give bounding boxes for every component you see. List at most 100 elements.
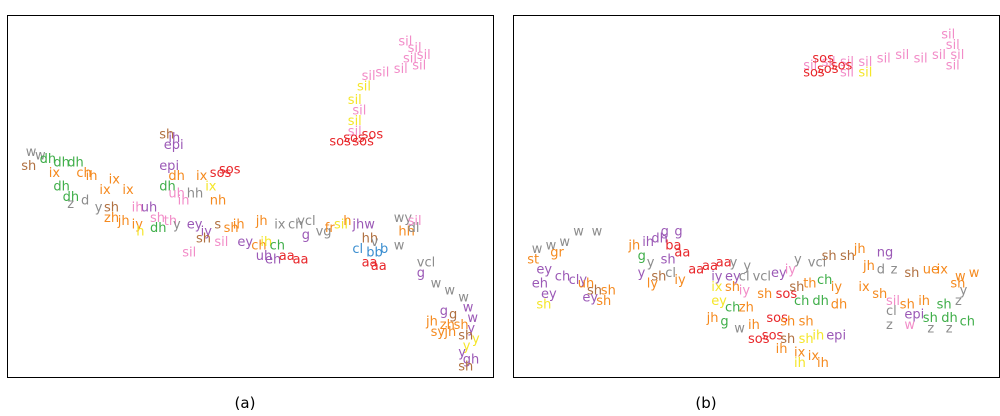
- point-label: ey: [541, 287, 557, 302]
- point-label: sos: [343, 131, 365, 146]
- point-label: z: [946, 322, 953, 337]
- point-label: sil: [914, 52, 928, 67]
- point-label: sil: [348, 124, 362, 139]
- point-label: eh: [532, 277, 548, 292]
- point-label: sh: [780, 315, 795, 330]
- point-label: sil: [803, 59, 817, 74]
- point-label: sil: [858, 55, 872, 70]
- point-label: zh: [440, 318, 455, 333]
- point-label: cl: [739, 270, 750, 285]
- point-label: y: [743, 259, 751, 274]
- point-label: d: [877, 263, 885, 278]
- point-label: ey: [536, 263, 552, 278]
- point-label: ix: [808, 349, 820, 364]
- point-label: aa: [362, 256, 378, 271]
- point-label: sh: [587, 283, 602, 298]
- point-label: ey: [237, 235, 253, 250]
- point-label: sos: [762, 328, 784, 343]
- point-label: zh: [739, 301, 754, 316]
- point-label: sil: [375, 65, 389, 80]
- point-label: sil: [886, 294, 900, 309]
- point-label: sh: [536, 297, 551, 312]
- point-label: sos: [352, 135, 374, 150]
- point-label: ch: [817, 273, 832, 288]
- point-label: vcl: [417, 256, 435, 271]
- point-label: h: [343, 214, 351, 229]
- point-label: nh: [210, 194, 226, 209]
- point-label: z: [927, 322, 934, 337]
- point-label: ch: [76, 166, 91, 181]
- point-label: sh: [789, 280, 804, 295]
- point-label: iy: [674, 273, 686, 288]
- point-label: sil: [950, 48, 964, 63]
- point-label: sh: [196, 232, 211, 247]
- point-label: ix: [205, 180, 217, 195]
- point-label: sy: [431, 325, 446, 340]
- point-label: ix: [274, 218, 286, 233]
- point-label: sh: [21, 159, 36, 174]
- point-label: sil: [932, 48, 946, 63]
- point-label: h: [136, 225, 144, 240]
- point-label: w: [559, 235, 570, 250]
- point-label: aa: [674, 245, 690, 260]
- point-label: uh: [141, 200, 157, 215]
- point-label: sh: [104, 200, 119, 215]
- point-label: sh: [822, 249, 837, 264]
- point-label: dh: [150, 221, 167, 236]
- point-label: dh: [941, 311, 958, 326]
- point-label: st: [527, 252, 539, 267]
- point-label: ng: [877, 245, 894, 260]
- point-label: jh: [862, 259, 875, 274]
- point-label: uh: [256, 249, 272, 264]
- point-label: sil: [362, 69, 376, 84]
- point-label: sh: [799, 315, 814, 330]
- point-label: iy: [739, 283, 751, 298]
- point-label: jh: [627, 238, 640, 253]
- point-label: jh: [117, 214, 130, 229]
- point-label: aa: [371, 259, 387, 274]
- point-label: z: [955, 294, 962, 309]
- point-label: aa: [702, 259, 718, 274]
- point-label: sil: [895, 48, 909, 63]
- point-label: g: [661, 225, 669, 240]
- point-label: sh: [799, 332, 814, 347]
- point-label: ch: [794, 294, 809, 309]
- point-label: sil: [348, 114, 362, 129]
- point-label: eh: [265, 252, 281, 267]
- point-label: dh: [67, 155, 84, 170]
- point-label: ih: [260, 235, 272, 250]
- point-label: w: [734, 322, 745, 337]
- point-label: ih: [86, 169, 98, 184]
- point-label: g: [674, 225, 682, 240]
- point-label: sos: [803, 65, 825, 80]
- point-label: sh: [757, 287, 772, 302]
- point-label: hh: [362, 232, 378, 247]
- point-label: sh: [923, 311, 938, 326]
- point-label: ch: [288, 218, 303, 233]
- point-label: gh: [463, 353, 480, 368]
- point-label: dh: [159, 180, 176, 195]
- point-label: ba: [665, 238, 681, 253]
- point-label: ey: [771, 266, 787, 281]
- point-label: y: [467, 322, 475, 337]
- point-label: vg: [316, 225, 332, 240]
- point-label: sil: [840, 65, 854, 80]
- point-label: w: [463, 301, 474, 316]
- point-label: dh: [651, 232, 668, 247]
- point-label: sh: [150, 211, 165, 226]
- point-label: y: [472, 332, 480, 347]
- point-label: dh: [53, 155, 70, 170]
- point-label: ih: [748, 318, 760, 333]
- point-label: sil: [408, 214, 422, 229]
- point-label: z: [891, 263, 898, 278]
- point-label: ey: [711, 294, 727, 309]
- point-label: dh: [40, 152, 57, 167]
- point-label: y: [173, 218, 181, 233]
- point-label: hh: [187, 187, 203, 202]
- point-label: g: [638, 249, 646, 264]
- point-label: iy: [132, 218, 144, 233]
- point-label: sh: [904, 266, 919, 281]
- point-label: s: [214, 218, 221, 233]
